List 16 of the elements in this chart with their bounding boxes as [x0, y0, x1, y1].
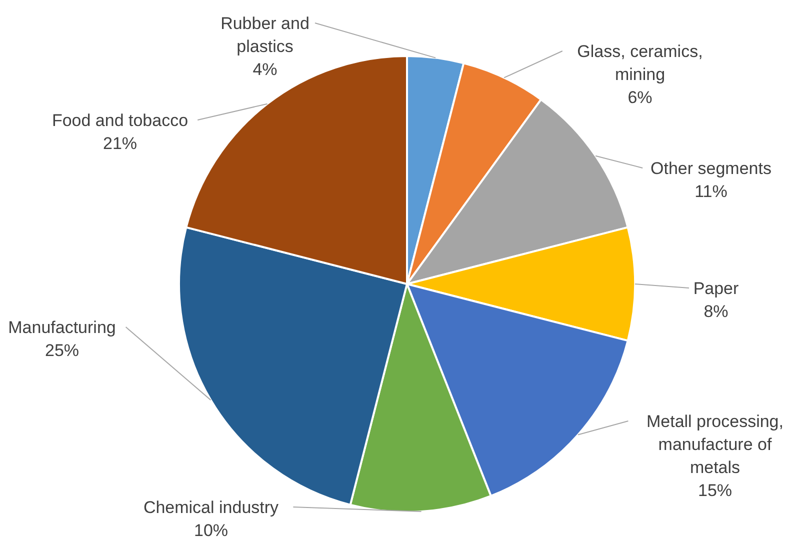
slice-label: Glass, ceramics, mining: [577, 42, 703, 84]
data-label: 8%: [704, 302, 728, 321]
data-label: 25%: [44, 341, 80, 360]
data-label: 4%: [252, 60, 278, 79]
slice-label: Food and tobacco: [52, 111, 188, 130]
slice-label: Other segments: [650, 159, 772, 178]
data-label: 11%: [694, 182, 728, 201]
slice-label: Paper: [693, 279, 740, 298]
slice-label: Chemical industry: [143, 498, 280, 517]
slice-label: Rubber and plastics: [220, 14, 310, 56]
slice-label: Manufacturing: [8, 318, 116, 337]
data-label: 15%: [698, 481, 732, 500]
data-label: 6%: [628, 88, 652, 107]
slice-label: Metall processing, manufacture of metals: [646, 412, 784, 477]
data-label: 10%: [194, 521, 228, 539]
data-label: 21%: [102, 134, 138, 153]
